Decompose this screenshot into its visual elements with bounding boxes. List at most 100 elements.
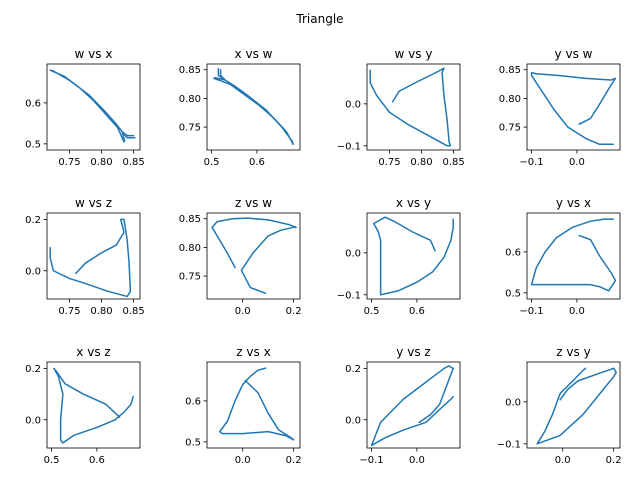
x-tick-label: 0.75 (58, 157, 80, 168)
series-line (530, 218, 617, 292)
y-tick-label: 0.75 (179, 123, 201, 134)
subplot-title: y vs x (556, 196, 591, 210)
x-tick-label: 0.5 (364, 306, 380, 317)
y-tick-label: 0.0 (25, 266, 41, 277)
y-tick-label: −0.1 (497, 439, 521, 450)
y-tick-label: 0.85 (499, 65, 521, 76)
y-tick-label: 0.0 (345, 99, 361, 110)
axes-frame (366, 63, 461, 151)
x-tick-label: 0.80 (90, 306, 112, 317)
x-tick-label: 0.6 (409, 306, 425, 317)
x-tick-label: 0.0 (569, 157, 585, 168)
series-line (211, 217, 297, 295)
subplot-title: y vs w (555, 47, 593, 61)
subplot: x vs z 0.5 0.6 0.0 0.2 (25, 345, 141, 466)
subplot: w vs y 0.75 0.80 0.85 −0.1 0.0 (337, 47, 465, 168)
y-tick-label: 0.80 (179, 243, 201, 254)
series-line (536, 367, 617, 445)
x-tick-label: 0.75 (58, 306, 80, 317)
y-tick-label: 0.0 (505, 397, 521, 408)
subplot-title: w vs z (75, 196, 112, 210)
subplot: y vs x −0.1 0.0 0.5 0.6 (505, 196, 621, 317)
subplot: w vs z 0.75 0.80 0.85 0.0 0.2 (25, 196, 145, 317)
y-tick-label: 0.75 (179, 272, 201, 283)
subplot: z vs x 0.0 0.2 0.5 0.6 (185, 345, 301, 466)
y-tick-label: 0.85 (179, 65, 201, 76)
x-tick-label: 0.85 (122, 157, 144, 168)
series-line (530, 71, 617, 146)
x-tick-label: 0.75 (378, 157, 400, 168)
y-tick-label: 0.75 (499, 123, 521, 134)
axes-frame (366, 361, 461, 449)
y-tick-label: 0.80 (499, 94, 521, 105)
y-tick-label: 0.0 (345, 415, 361, 426)
subplot-title: w vs x (75, 47, 113, 61)
subplot-title: z vs x (236, 345, 270, 359)
y-tick-label: 0.2 (25, 215, 41, 226)
y-tick-label: 0.5 (505, 288, 521, 299)
y-tick-label: 0.2 (345, 364, 361, 375)
axes-frame (206, 361, 301, 449)
x-tick-label: 0.85 (442, 157, 464, 168)
x-tick-label: 0.85 (122, 306, 144, 317)
x-tick-label: 0.6 (249, 157, 265, 168)
series-line (370, 365, 454, 447)
y-tick-label: 0.2 (25, 364, 41, 375)
subplot-title: y vs z (396, 345, 430, 359)
subplot: x vs y 0.5 0.6 −0.1 0.0 (337, 196, 461, 317)
y-tick-label: 0.85 (179, 214, 201, 225)
axes-frame (526, 63, 621, 151)
y-tick-label: 0.6 (505, 247, 521, 258)
axes-frame (46, 361, 141, 449)
subplot: y vs w −0.1 0.0 0.75 0.80 0.85 (499, 47, 621, 168)
axes-frame (46, 63, 141, 151)
y-tick-label: 0.0 (345, 248, 361, 259)
x-tick-label: 0.0 (235, 455, 251, 466)
y-tick-label: 0.0 (25, 415, 41, 426)
series-line (373, 216, 454, 296)
panels-grid: w vs x 0.75 0.80 0.85 0.5 0.6 x vs w 0.5 0.6 0.75… (25, 47, 621, 466)
subplot-title: z vs w (235, 196, 272, 210)
y-tick-label: −0.1 (337, 290, 361, 301)
subplot: z vs y 0.0 0.2 −0.1 0.0 (497, 345, 622, 466)
x-tick-label: −0.1 (519, 157, 543, 168)
x-tick-label: 0.0 (555, 455, 571, 466)
subplot: w vs x 0.75 0.80 0.85 0.5 0.6 (25, 47, 145, 168)
axes-frame (526, 361, 621, 449)
x-tick-label: 0.2 (286, 306, 302, 317)
series-line (218, 367, 295, 441)
axes-frame (206, 212, 301, 300)
x-tick-label: 0.6 (89, 455, 105, 466)
axes-frame (366, 212, 461, 300)
subplot-title: z vs y (556, 345, 590, 359)
series-line (369, 67, 452, 147)
subplot: y vs z −0.1 0.0 0.0 0.2 (345, 345, 461, 466)
series-line (213, 67, 294, 146)
x-tick-label: 0.5 (44, 455, 60, 466)
x-tick-label: 0.0 (235, 306, 251, 317)
x-tick-label: 0.2 (606, 455, 622, 466)
subplot-title: x vs y (396, 196, 431, 210)
y-tick-label: 0.6 (25, 98, 41, 109)
x-tick-label: 0.0 (409, 455, 425, 466)
subplot-title: x vs z (76, 345, 110, 359)
y-tick-label: −0.1 (337, 141, 361, 152)
axes-frame (526, 212, 621, 300)
figure-title: Triangle (295, 12, 343, 26)
subplot-title: x vs w (235, 47, 273, 61)
axes-frame (46, 212, 141, 300)
axes-frame (206, 63, 301, 151)
x-tick-label: 0.80 (90, 157, 112, 168)
x-tick-label: 0.2 (286, 455, 302, 466)
y-tick-label: 0.6 (185, 396, 201, 407)
y-tick-label: 0.80 (179, 94, 201, 105)
x-tick-label: −0.1 (359, 455, 383, 466)
series-line (49, 218, 132, 298)
subplot: z vs w 0.0 0.2 0.75 0.80 0.85 (179, 196, 302, 317)
y-tick-label: 0.5 (185, 437, 201, 448)
x-tick-label: 0.5 (204, 157, 220, 168)
series-line (49, 69, 136, 143)
subplot: x vs w 0.5 0.6 0.75 0.80 0.85 (179, 47, 301, 168)
x-tick-label: 0.0 (569, 306, 585, 317)
